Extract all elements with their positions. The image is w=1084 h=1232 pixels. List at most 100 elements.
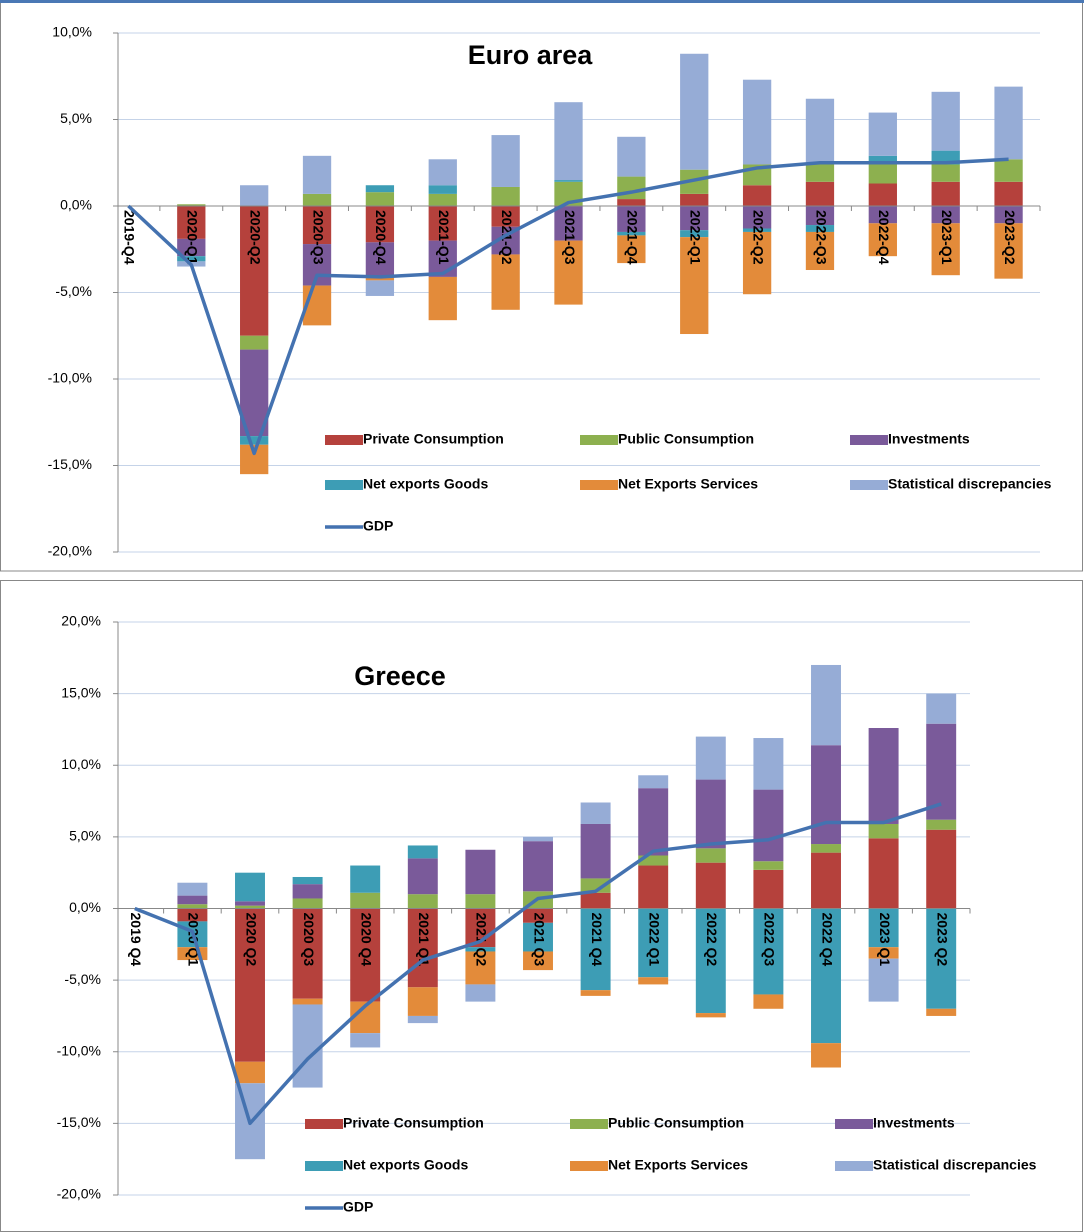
bar-segment xyxy=(695,908,726,1014)
x-tick-label: 2021 Q1 xyxy=(416,913,432,967)
bar-segment xyxy=(302,206,332,245)
y-tick-label: -15,0% xyxy=(48,456,92,472)
bar-segment xyxy=(235,905,265,909)
bar-segment xyxy=(428,240,457,277)
bar-segment xyxy=(695,779,726,849)
legend-swatch xyxy=(850,435,888,445)
bar-segment xyxy=(554,206,583,241)
bar-segment xyxy=(742,185,772,206)
bar-segment xyxy=(926,908,957,1009)
bar-segment xyxy=(465,951,496,985)
bar-segment xyxy=(638,977,669,985)
bar-segment xyxy=(868,183,897,206)
x-tick-label: 2020 Q2 xyxy=(243,913,259,967)
legend-swatch xyxy=(325,435,363,445)
bar-segment xyxy=(407,908,438,988)
bar-segment xyxy=(177,895,208,905)
chart-title: Greece xyxy=(354,661,446,691)
bar-segment xyxy=(292,884,323,899)
legend-label: Statistical discrepancies xyxy=(873,1157,1037,1173)
bar-segment xyxy=(465,894,496,909)
bar-segment xyxy=(617,199,646,206)
bar-segment xyxy=(554,240,583,305)
gdp-line xyxy=(127,157,1009,456)
legend-label: Investments xyxy=(888,431,970,447)
y-tick-label: 5,0% xyxy=(60,110,92,126)
legend-label: Private Consumption xyxy=(363,431,504,447)
bar-segment xyxy=(580,878,611,893)
bar-segment xyxy=(428,276,457,321)
x-tick-label: 2020-Q4 xyxy=(373,210,389,265)
bar-segment xyxy=(523,841,553,892)
y-tick-label: 5,0% xyxy=(69,828,101,844)
legend-label: Net Exports Services xyxy=(618,476,758,492)
y-tick-label: 0,0% xyxy=(60,197,92,213)
bar-segment xyxy=(742,231,772,295)
bar-segment xyxy=(994,181,1023,206)
bar-segment xyxy=(868,823,899,839)
x-tick-label: 2021 Q3 xyxy=(531,913,547,967)
bar-segment xyxy=(407,987,438,1016)
bar-segment xyxy=(235,908,265,1062)
x-tick-label: 2020 Q4 xyxy=(358,913,374,967)
bar-segment xyxy=(240,206,269,336)
bar-segment xyxy=(465,849,496,895)
bar-segment xyxy=(742,206,772,229)
bar-segment xyxy=(350,865,381,893)
bar-segment xyxy=(805,98,835,165)
y-tick-label: -20,0% xyxy=(57,1186,101,1202)
x-tick-label: 2020-Q2 xyxy=(247,210,263,265)
bar-segment xyxy=(177,204,206,206)
bar-segment xyxy=(177,908,208,922)
bar-segment xyxy=(177,206,206,239)
legend-label: Public Consumption xyxy=(608,1115,744,1131)
bar-segment xyxy=(805,231,835,271)
chart-title: Euro area xyxy=(468,40,594,70)
bar-segment xyxy=(926,829,957,909)
bar-segment xyxy=(523,951,553,971)
x-tick-label: 2021-Q2 xyxy=(499,210,515,265)
bar-segment xyxy=(617,206,646,232)
y-tick-label: 15,0% xyxy=(61,684,101,700)
x-tick-label: 2023 Q1 xyxy=(877,913,893,967)
bar-segment xyxy=(580,908,611,991)
bar-segment xyxy=(926,1008,957,1016)
bar-segment xyxy=(240,335,269,350)
bar-segment xyxy=(805,181,835,206)
x-tick-label: 2021 Q4 xyxy=(589,913,605,967)
bar-segment xyxy=(868,958,899,1002)
bar-segment xyxy=(523,922,553,952)
bar-segment xyxy=(617,136,646,177)
bar-segment xyxy=(302,193,332,206)
bar-segment xyxy=(638,855,669,866)
bar-segment xyxy=(292,998,323,1005)
bar-segment xyxy=(292,908,323,999)
bar-segment xyxy=(931,223,960,276)
bar-segment xyxy=(695,736,726,780)
x-tick-label: 2021-Q4 xyxy=(625,210,641,265)
bar-segment xyxy=(240,185,269,206)
legend-label: Investments xyxy=(873,1115,955,1131)
panel-frame xyxy=(0,0,1083,572)
legend-swatch xyxy=(835,1119,873,1129)
bar-segment xyxy=(235,872,265,902)
bar-segment xyxy=(350,908,381,1002)
legend-swatch xyxy=(570,1119,608,1129)
legend-swatch xyxy=(835,1161,873,1171)
bar-segment xyxy=(931,206,960,224)
bar-segment xyxy=(523,908,553,923)
bar-segment xyxy=(523,836,553,842)
bar-segment xyxy=(407,845,438,859)
bar-segment xyxy=(805,164,835,182)
bar-segment xyxy=(365,242,395,277)
bar-segment xyxy=(638,788,669,856)
bar-segment xyxy=(868,947,899,959)
legend-label: Net Exports Services xyxy=(608,1157,748,1173)
bar-segment xyxy=(350,1033,381,1048)
bar-segment xyxy=(742,228,772,232)
gdp-line xyxy=(134,802,942,1126)
bar-segment xyxy=(177,238,206,257)
bar-segment xyxy=(994,159,1023,182)
legend-label: Net exports Goods xyxy=(343,1157,468,1173)
